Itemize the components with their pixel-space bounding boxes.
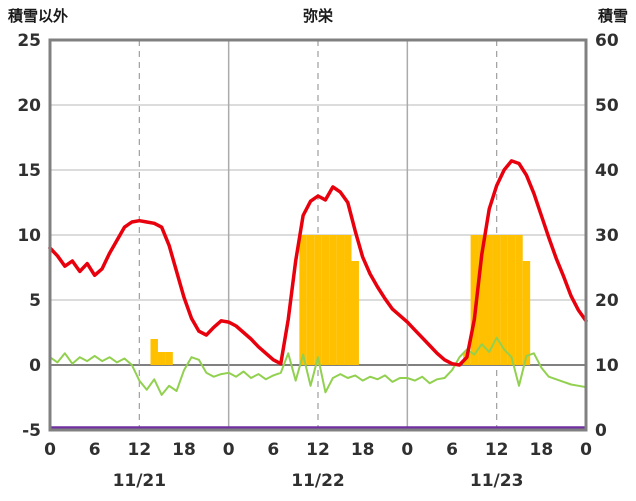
right-axis-title: 積雪 — [597, 7, 628, 25]
svg-text:11/22: 11/22 — [291, 471, 345, 491]
svg-text:5: 5 — [29, 291, 41, 311]
svg-text:20: 20 — [17, 96, 41, 116]
svg-text:11/23: 11/23 — [470, 471, 524, 491]
left-axis-title: 積雪以外 — [8, 7, 69, 25]
svg-text:10: 10 — [17, 226, 41, 246]
svg-text:18: 18 — [351, 440, 375, 460]
svg-text:30: 30 — [595, 226, 619, 246]
svg-text:-5: -5 — [22, 421, 41, 441]
svg-text:15: 15 — [17, 161, 41, 181]
svg-text:12: 12 — [127, 440, 151, 460]
svg-text:25: 25 — [17, 31, 41, 51]
svg-text:40: 40 — [595, 161, 619, 181]
svg-text:12: 12 — [485, 440, 509, 460]
svg-text:11/21: 11/21 — [113, 471, 167, 491]
svg-text:12: 12 — [306, 440, 330, 460]
svg-text:0: 0 — [44, 440, 56, 460]
svg-text:0: 0 — [401, 440, 413, 460]
svg-text:18: 18 — [172, 440, 196, 460]
svg-text:20: 20 — [595, 291, 619, 311]
svg-text:6: 6 — [89, 440, 101, 460]
svg-text:0: 0 — [29, 356, 41, 376]
svg-text:18: 18 — [529, 440, 553, 460]
svg-text:6: 6 — [446, 440, 458, 460]
svg-text:10: 10 — [595, 356, 619, 376]
svg-text:0: 0 — [223, 440, 235, 460]
svg-text:6: 6 — [267, 440, 279, 460]
svg-text:0: 0 — [595, 421, 607, 441]
svg-text:0: 0 — [580, 440, 592, 460]
svg-text:50: 50 — [595, 96, 619, 116]
svg-text:60: 60 — [595, 31, 619, 51]
chart-title: 弥栄 — [302, 7, 334, 25]
